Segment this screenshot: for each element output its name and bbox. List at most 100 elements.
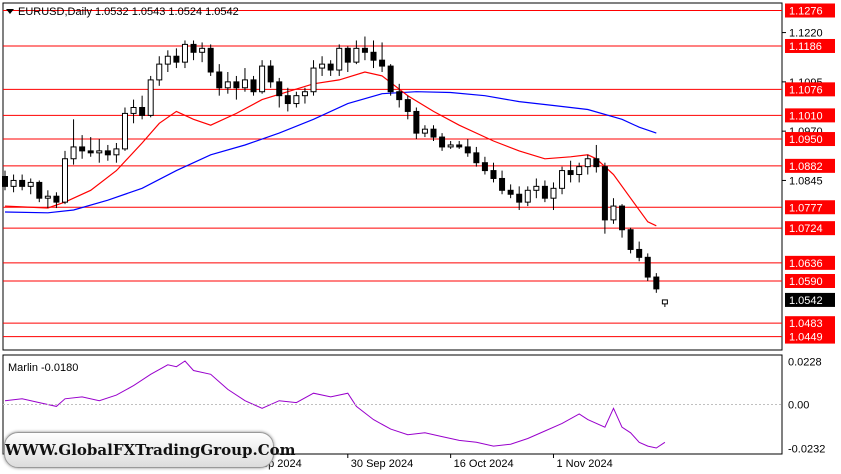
candle bbox=[661, 299, 668, 308]
time-tick-label: 16 Oct 2024 bbox=[454, 458, 514, 470]
candle bbox=[653, 273, 660, 293]
price-tick-label: 1.1220 bbox=[789, 28, 823, 40]
level-label: 1.0449 bbox=[789, 332, 823, 344]
candle-body-bear bbox=[87, 150, 94, 154]
indicator-label: Marlin -0.0180 bbox=[8, 362, 78, 374]
candle-body-bull bbox=[121, 112, 128, 150]
candle-body-bear bbox=[439, 136, 446, 148]
level-label-bg bbox=[785, 3, 835, 18]
level-label: 1.1186 bbox=[789, 41, 822, 53]
candle-body-bear bbox=[499, 177, 506, 191]
candle-body-bull bbox=[447, 144, 454, 148]
level-label-bg bbox=[785, 273, 835, 288]
candle-body-bull bbox=[113, 148, 120, 156]
candle-body-bear bbox=[404, 99, 411, 112]
ma-slow-line bbox=[4, 91, 657, 214]
candle-body-bull bbox=[550, 187, 557, 199]
symbol-header: EURUSD,Daily 1.0532 1.0543 1.0524 1.0542 bbox=[6, 6, 239, 18]
candle bbox=[644, 253, 651, 281]
candle-body-bear bbox=[250, 79, 257, 93]
candle bbox=[456, 141, 463, 149]
candle bbox=[490, 162, 497, 183]
candle-body-bear bbox=[139, 106, 146, 116]
candle-body-bull bbox=[27, 181, 34, 187]
candle bbox=[79, 135, 86, 159]
candle-body-bear bbox=[387, 65, 394, 93]
candle bbox=[164, 50, 171, 73]
candle-body-bear bbox=[370, 51, 377, 61]
level-label: 1.1010 bbox=[789, 110, 823, 122]
candle-body-bull bbox=[661, 299, 668, 305]
candle-body-bear bbox=[481, 162, 488, 172]
level-label-bg bbox=[785, 200, 835, 215]
level-label-bg bbox=[785, 132, 835, 147]
candle bbox=[216, 64, 223, 96]
candle-body-bull bbox=[584, 158, 591, 168]
candle-body-bear bbox=[396, 91, 403, 101]
candle-body-bear bbox=[627, 229, 634, 250]
candle bbox=[19, 174, 26, 191]
candle-body-bear bbox=[190, 43, 197, 53]
candle bbox=[353, 40, 360, 65]
candle-body-bull bbox=[310, 67, 317, 93]
candle bbox=[87, 137, 94, 157]
candle-body-bull bbox=[61, 158, 68, 203]
candle-body-bull bbox=[524, 189, 531, 203]
candle-body-bear bbox=[233, 81, 240, 89]
collapse-arrow-icon[interactable] bbox=[6, 9, 14, 14]
candle-body-bull bbox=[533, 185, 540, 191]
candle bbox=[516, 186, 523, 211]
candle bbox=[524, 186, 531, 207]
level-label: 1.1276 bbox=[789, 5, 823, 17]
indicator-scale-mid: 0.00 bbox=[788, 400, 809, 412]
level-label: 1.0724 bbox=[789, 223, 823, 235]
candle-body-bear bbox=[636, 248, 643, 258]
candle-body-bull bbox=[70, 146, 77, 160]
candle-body-bull bbox=[576, 166, 583, 176]
candle bbox=[130, 99, 137, 124]
candle bbox=[2, 170, 8, 191]
candle-body-bear bbox=[490, 170, 497, 179]
candle-body-bull bbox=[44, 195, 51, 199]
candle bbox=[10, 174, 17, 193]
candle bbox=[567, 160, 574, 183]
level-label: 1.0590 bbox=[789, 276, 823, 288]
candle-body-bear bbox=[344, 47, 351, 63]
candle bbox=[636, 241, 643, 262]
candle bbox=[541, 180, 548, 203]
level-label: 1.0636 bbox=[789, 258, 823, 270]
candle bbox=[113, 142, 120, 163]
candle bbox=[147, 75, 154, 118]
candle bbox=[241, 68, 248, 92]
candle-body-bull bbox=[130, 106, 137, 114]
candle-body-bull bbox=[421, 128, 428, 134]
candle bbox=[190, 40, 197, 61]
level-label: 1.0950 bbox=[789, 134, 823, 146]
candle bbox=[199, 42, 206, 63]
candle-body-bear bbox=[619, 205, 626, 231]
candle-body-bear bbox=[601, 166, 608, 221]
candle-body-bear bbox=[653, 276, 660, 290]
candle-body-bull bbox=[293, 95, 300, 105]
candle bbox=[61, 150, 68, 205]
candle-body-bear bbox=[104, 150, 111, 156]
candle bbox=[224, 72, 231, 94]
candle-body-bear bbox=[284, 95, 291, 105]
candle bbox=[464, 139, 471, 157]
candle-body-bull bbox=[559, 170, 566, 189]
candle bbox=[267, 60, 274, 88]
candle bbox=[96, 139, 103, 163]
candle bbox=[593, 144, 600, 173]
candle-body-bear bbox=[361, 47, 368, 53]
candle-body-bull bbox=[164, 55, 171, 65]
watermark-logo: WWW.GlobalFXTradingGroup.Com bbox=[4, 432, 296, 468]
candle-body-bear bbox=[507, 189, 514, 195]
candle-body-bear bbox=[593, 158, 600, 168]
candle bbox=[121, 107, 128, 151]
candle-body-bear bbox=[216, 71, 223, 89]
candle-body-bear bbox=[79, 146, 86, 152]
candle bbox=[499, 170, 506, 195]
candle-body-bear bbox=[19, 179, 26, 187]
